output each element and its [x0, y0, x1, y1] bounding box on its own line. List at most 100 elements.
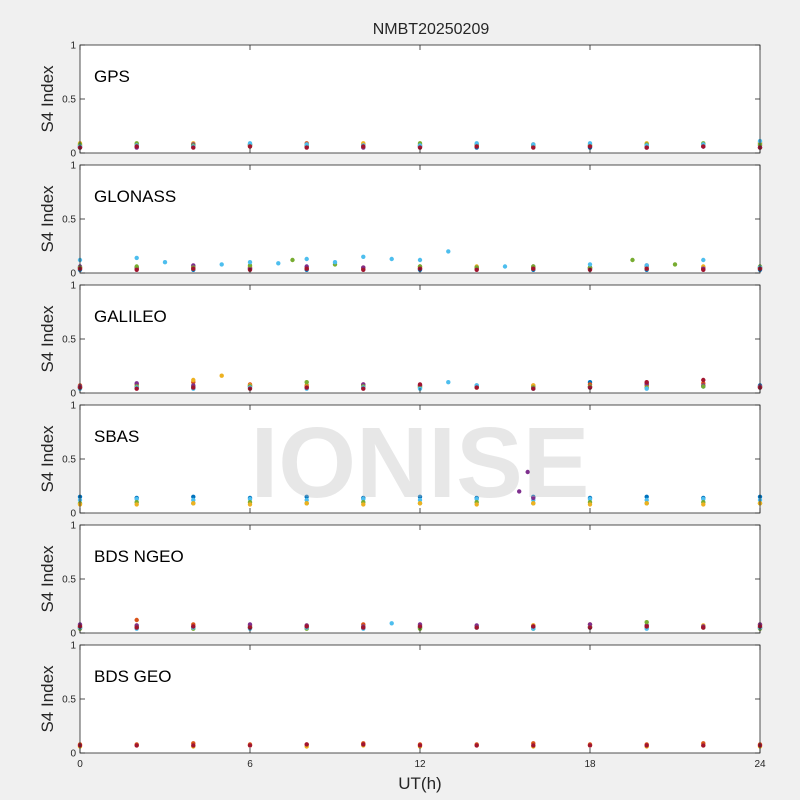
- data-point: [304, 385, 309, 390]
- data-point: [644, 266, 649, 271]
- data-point: [361, 625, 366, 630]
- y-axis-label: S4 Index: [38, 305, 57, 373]
- y-tick-label: 0: [70, 149, 76, 160]
- data-point: [247, 141, 253, 146]
- data-point: [701, 377, 706, 383]
- data-series: [517, 469, 536, 501]
- data-point: [191, 624, 196, 629]
- data-point: [630, 257, 635, 263]
- x-tick-label: 12: [414, 759, 426, 770]
- watermark-text: IONISE: [251, 407, 590, 519]
- data-point: [304, 142, 309, 147]
- data-point: [531, 624, 536, 629]
- data-point: [247, 625, 253, 630]
- panel-gps: 0 0.5 1 GPS S4 Index: [38, 41, 763, 160]
- data-point: [361, 254, 366, 259]
- data-point: [134, 144, 139, 149]
- y-tick-label: 0: [70, 629, 76, 640]
- y-tick-label: 0: [70, 269, 76, 280]
- data-point: [531, 266, 536, 271]
- data-point: [304, 497, 309, 503]
- plot-area: [80, 285, 760, 393]
- x-tick-label: 18: [584, 759, 596, 770]
- panel-bds-geo: 0 6 12 18 24 0 0.5 1 BDS GEO S4 Index: [38, 641, 766, 771]
- plot-area: [80, 165, 760, 273]
- data-point: [644, 743, 649, 748]
- data-point: [531, 743, 536, 748]
- data-point: [134, 255, 139, 261]
- data-series: [77, 624, 763, 630]
- data-point: [191, 494, 196, 499]
- data-point: [446, 249, 451, 254]
- data-point: [417, 743, 423, 748]
- data-point: [191, 377, 196, 383]
- data-point: [701, 625, 706, 630]
- x-axis-label: UT(h): [398, 774, 441, 793]
- data-point: [247, 263, 253, 268]
- data-point: [474, 496, 479, 502]
- data-point: [531, 501, 536, 506]
- data-point: [134, 625, 139, 630]
- data-point: [134, 381, 139, 386]
- data-point: [517, 489, 522, 494]
- panel-system-label: SBAS: [94, 427, 139, 446]
- data-point: [247, 260, 253, 265]
- data-point: [134, 264, 139, 269]
- panel-glonass: 0 0.5 1 GLONASS S4 Index: [38, 161, 763, 280]
- data-point: [304, 494, 309, 499]
- data-point: [474, 385, 479, 390]
- panel-system-label: BDS NGEO: [94, 547, 184, 566]
- data-point: [361, 386, 366, 391]
- data-point: [134, 743, 139, 748]
- data-point: [644, 497, 649, 503]
- data-point: [304, 266, 309, 271]
- data-series: [77, 496, 763, 503]
- data-point: [587, 625, 593, 630]
- data-point: [361, 502, 366, 507]
- data-point: [587, 144, 593, 149]
- data-point: [219, 262, 224, 267]
- data-point: [502, 264, 508, 269]
- data-point: [474, 267, 479, 272]
- plot-area: [80, 645, 760, 753]
- data-point: [587, 502, 593, 507]
- data-point: [701, 267, 706, 272]
- data-point: [247, 496, 253, 502]
- data-point: [701, 496, 706, 502]
- data-point: [474, 743, 479, 748]
- data-point: [417, 257, 423, 263]
- y-tick-label: 0.5: [62, 95, 76, 106]
- data-point: [701, 743, 706, 748]
- y-tick-label: 0.5: [62, 215, 76, 226]
- data-point: [134, 267, 139, 272]
- y-tick-label: 1: [70, 641, 76, 652]
- data-point: [644, 386, 649, 391]
- data-point: [389, 256, 394, 262]
- data-point: [247, 743, 253, 748]
- panel-galileo: 0 0.5 1 GALILEO S4 Index: [38, 281, 763, 400]
- y-axis-label: S4 Index: [38, 65, 57, 133]
- data-point: [332, 260, 338, 265]
- x-tick-label: 0: [77, 759, 83, 770]
- y-tick-label: 0: [70, 749, 76, 760]
- data-point: [701, 257, 706, 263]
- y-tick-label: 0.5: [62, 695, 76, 706]
- data-point: [644, 620, 649, 625]
- panel-system-label: GPS: [94, 67, 130, 86]
- data-point: [304, 145, 309, 150]
- data-point: [361, 144, 366, 149]
- y-axis-label: S4 Index: [38, 185, 57, 253]
- y-tick-label: 1: [70, 161, 76, 172]
- panels-group: 0 0.5 1 GPS S4 Index 0 0.5 1 GLONASS S4 Index 0 0.5…: [38, 41, 766, 771]
- data-point: [304, 256, 309, 262]
- y-tick-label: 0.5: [62, 575, 76, 586]
- data-point: [134, 496, 139, 502]
- data-point: [644, 380, 649, 385]
- data-point: [290, 257, 295, 263]
- data-point: [191, 497, 196, 503]
- data-point: [644, 145, 649, 150]
- y-axis-label: S4 Index: [38, 665, 57, 733]
- data-point: [474, 502, 479, 507]
- data-series: [77, 144, 763, 150]
